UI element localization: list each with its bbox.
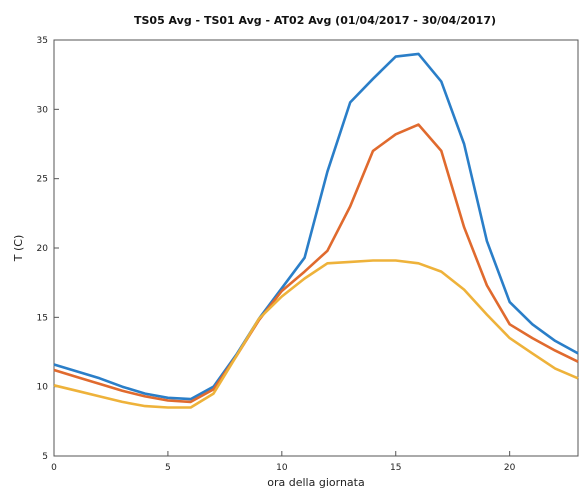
series-layer: [53, 52, 579, 409]
y-tick-label: 15: [37, 313, 48, 323]
x-tick-label: 10: [276, 463, 288, 473]
y-axis-label: T (C): [12, 235, 25, 262]
x-axis-label: ora della giornata: [267, 476, 364, 489]
series-line-2: [53, 123, 579, 404]
y-tick-label: 30: [37, 105, 49, 115]
x-axis: 0 5 10 15 20: [51, 451, 516, 473]
x-tick-label: 0: [51, 463, 57, 473]
series-line-1: [53, 52, 579, 401]
chart-title: TS05 Avg - TS01 Avg - AT02 Avg (01/04/20…: [134, 14, 496, 27]
y-tick-label: 5: [42, 452, 48, 462]
y-tick-label: 10: [37, 383, 49, 393]
y-tick-label: 25: [37, 175, 48, 185]
x-tick-label: 15: [390, 463, 401, 473]
x-tick-label: 20: [504, 463, 516, 473]
series-line-3: [53, 259, 579, 409]
y-tick-label: 35: [37, 36, 48, 46]
y-tick-label: 20: [37, 244, 49, 254]
x-tick-label: 5: [165, 463, 171, 473]
y-axis: 5 10 15 20 25 30 35: [37, 36, 59, 462]
